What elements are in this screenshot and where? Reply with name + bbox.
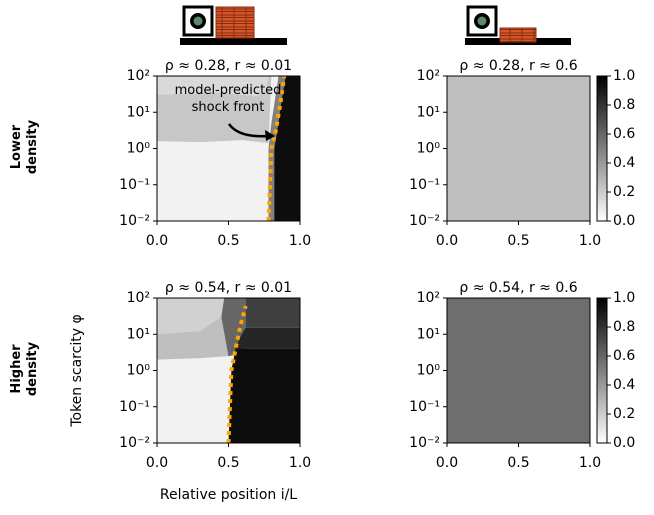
contour-region: [268, 76, 286, 221]
y-tick-label: 10⁻¹: [409, 399, 440, 415]
annotation-arrow: [227, 123, 270, 138]
colorbar-tick-label: 1.0: [613, 290, 635, 306]
colorbar-tick-label: 1.0: [613, 68, 635, 84]
y-tick-label: 10¹: [417, 326, 440, 342]
colorbar-tick-label: 0.2: [613, 184, 635, 200]
x-tick-label: 0.5: [217, 233, 239, 249]
y-tick-label: 10⁻²: [409, 435, 440, 451]
contour-region: [447, 298, 590, 443]
icon-low-density: [180, 5, 287, 45]
row-label: Lower density: [9, 119, 40, 174]
y-tick-label: 10⁰: [417, 141, 441, 157]
x-tick-label: 1.0: [289, 233, 311, 249]
colorbar-tick-label: 0.4: [613, 377, 635, 393]
y-tick-label: 10⁻¹: [119, 399, 150, 415]
y-tick-label: 10¹: [127, 326, 150, 342]
x-tick-label: 0.0: [436, 233, 458, 249]
y-tick-label: 10²: [127, 290, 150, 306]
annotation: model-predicted shock front: [174, 83, 282, 115]
contour-region: [235, 327, 300, 349]
y-axis-label: Token scarcity φ: [69, 314, 85, 427]
x-tick-label: 0.5: [217, 455, 239, 471]
y-tick-label: 10⁰: [127, 363, 151, 379]
x-tick-label: 1.0: [579, 233, 601, 249]
x-axis-label: Relative position i/L: [160, 487, 297, 503]
colorbar-tick-label: 0.6: [613, 126, 635, 142]
x-tick-label: 0.5: [507, 233, 529, 249]
x-tick-label: 1.0: [579, 455, 601, 471]
y-tick-label: 10¹: [127, 104, 150, 120]
colorbar-tick-label: 0.8: [613, 97, 635, 113]
x-tick-label: 1.0: [289, 455, 311, 471]
panel-title: ρ ≈ 0.28, r ≈ 0.01: [165, 58, 292, 74]
x-tick-label: 0.0: [146, 455, 168, 471]
contour-region: [274, 76, 300, 221]
panel-title: ρ ≈ 0.28, r ≈ 0.6: [459, 58, 577, 74]
colorbar-tick-label: 0.4: [613, 155, 635, 171]
y-tick-label: 10¹: [417, 104, 440, 120]
annotation-arrowhead: [265, 130, 275, 141]
colorbar: [596, 75, 608, 222]
row-label: Higher density: [9, 341, 40, 396]
shock-front-line: [266, 76, 287, 221]
y-tick-label: 10²: [417, 68, 440, 84]
colorbar-tick-label: 0.2: [613, 406, 635, 422]
y-tick-label: 10⁻¹: [409, 177, 440, 193]
plot-area: [447, 298, 590, 443]
y-tick-label: 10⁻²: [119, 435, 150, 451]
contour-region: [228, 348, 300, 443]
y-tick-label: 10⁰: [417, 363, 441, 379]
plot-area: [157, 76, 300, 221]
y-tick-label: 10⁻¹: [119, 177, 150, 193]
plot-area: [157, 298, 300, 443]
y-tick-label: 10²: [417, 290, 440, 306]
colorbar-tick-label: 0.8: [613, 319, 635, 335]
x-tick-label: 0.5: [507, 455, 529, 471]
colorbar-tick-label: 0.0: [613, 213, 635, 229]
y-tick-label: 10⁰: [127, 141, 151, 157]
y-tick-label: 10⁻²: [119, 213, 150, 229]
colorbar: [596, 297, 608, 444]
contour-region: [157, 76, 269, 97]
x-tick-label: 0.0: [146, 233, 168, 249]
contour-region: [447, 76, 590, 221]
panel-title: ρ ≈ 0.54, r ≈ 0.01: [165, 280, 292, 296]
plot-area: [447, 76, 590, 221]
panel-title: ρ ≈ 0.54, r ≈ 0.6: [459, 280, 577, 296]
contour-region: [245, 298, 300, 328]
x-tick-label: 0.0: [436, 455, 458, 471]
colorbar-tick-label: 0.6: [613, 348, 635, 364]
y-tick-label: 10²: [127, 68, 150, 84]
contour-region: [157, 298, 225, 335]
y-tick-label: 10⁻²: [409, 213, 440, 229]
colorbar-tick-label: 0.0: [613, 435, 635, 451]
shock-front-line: [226, 305, 248, 443]
icon-high-density: [465, 5, 571, 45]
